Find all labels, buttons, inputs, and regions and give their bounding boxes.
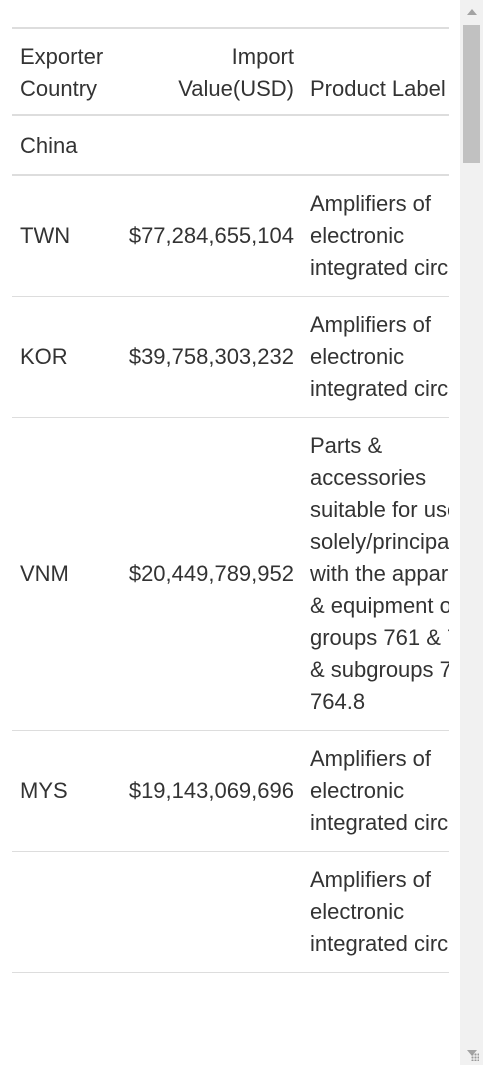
scrollbar-thumb[interactable] xyxy=(463,25,480,163)
product-label-cell: Amplifiers of electronic integrated circ… xyxy=(302,730,449,852)
header-product-label[interactable]: Product Label xyxy=(302,27,449,116)
scroll-up-arrow-icon[interactable] xyxy=(460,0,483,24)
product-label-cell: Amplifiers of electronic integrated circ… xyxy=(302,175,449,297)
header-import-value[interactable]: Import Value(USD) xyxy=(117,27,302,116)
import-value-cell: $77,284,655,104 xyxy=(117,175,302,297)
header-exporter-country[interactable]: Exporter Country xyxy=(12,27,117,116)
table-container: Exporter Country Import Value(USD) Produ… xyxy=(12,27,449,1065)
table-row: VNM $20,449,789,952 Parts & accessories … xyxy=(12,417,449,731)
import-value-cell: $20,449,789,952 xyxy=(117,417,302,731)
resize-grip-icon[interactable] xyxy=(471,1053,479,1061)
import-value-cell xyxy=(117,851,302,973)
imports-table: Exporter Country Import Value(USD) Produ… xyxy=(12,27,449,973)
import-value-cell: $39,758,303,232 xyxy=(117,296,302,418)
table-row: Amplifiers of electronic integrated circ… xyxy=(12,851,449,973)
table-row: KOR $39,758,303,232 Amplifiers of electr… xyxy=(12,296,449,418)
product-label-cell: Parts & accessories suitable for use sol… xyxy=(302,417,449,731)
exporter-country-cell: VNM xyxy=(12,417,117,731)
product-label-cell: Amplifiers of electronic integrated circ… xyxy=(302,296,449,418)
product-label-cell: Amplifiers of electronic integrated circ… xyxy=(302,851,449,973)
table-row: TWN $77,284,655,104 Amplifiers of electr… xyxy=(12,175,449,297)
exporter-country-cell xyxy=(12,851,117,973)
table-viewport: Exporter Country Import Value(USD) Produ… xyxy=(12,27,449,1065)
import-value-cell: $19,143,069,696 xyxy=(117,730,302,852)
group-row-china: China xyxy=(12,115,449,176)
exporter-country-cell: TWN xyxy=(12,175,117,297)
table-row: MYS $19,143,069,696 Amplifiers of electr… xyxy=(12,730,449,852)
exporter-country-cell: KOR xyxy=(12,296,117,418)
group-label: China xyxy=(12,115,449,176)
table-header-row: Exporter Country Import Value(USD) Produ… xyxy=(12,27,449,116)
vertical-scrollbar[interactable] xyxy=(460,0,483,1065)
exporter-country-cell: MYS xyxy=(12,730,117,852)
